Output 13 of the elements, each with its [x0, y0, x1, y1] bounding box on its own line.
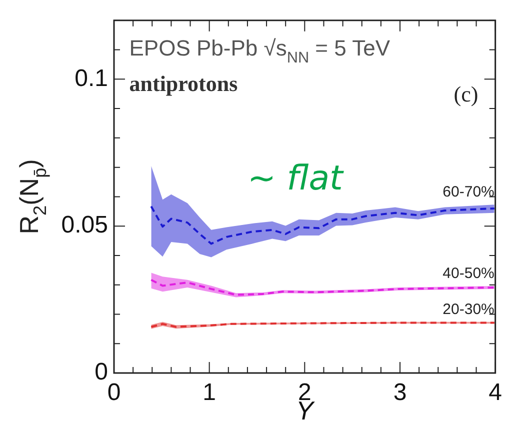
y-axis-title: R2(Np̄)	[14, 159, 50, 234]
series-label: 40-50%	[442, 265, 494, 282]
y-tick-label: 0	[94, 358, 108, 386]
x-tick-label: 3	[393, 379, 407, 406]
y-tick-label: 0.05	[61, 212, 108, 239]
annotation: (c)	[454, 82, 478, 106]
annotation: ~ flat	[247, 158, 345, 199]
series-label: 20-30%	[442, 300, 494, 318]
annotation: antiprotons	[129, 70, 238, 96]
series-label: 60-70%	[442, 184, 494, 201]
y-tick-label: 0.1	[74, 64, 108, 92]
x-tick-label: 1	[202, 379, 216, 406]
x-tick-label: 4	[488, 379, 502, 406]
